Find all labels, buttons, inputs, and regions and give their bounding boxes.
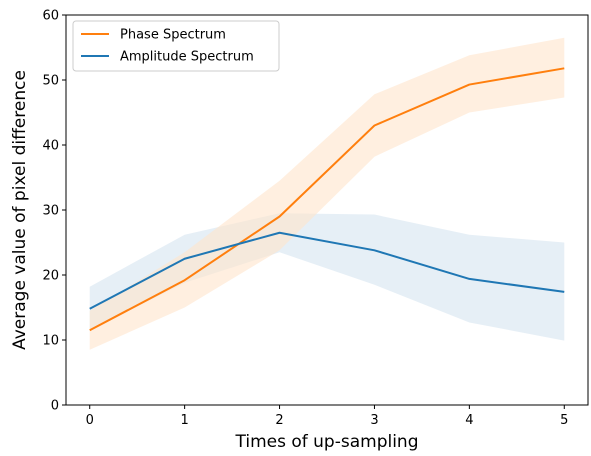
legend: Phase Spectrum Amplitude Spectrum — [72, 20, 280, 72]
x-tick-label: 4 — [465, 413, 473, 428]
legend-label-amplitude-spectrum: Amplitude Spectrum — [120, 50, 254, 65]
x-tick-label: 2 — [275, 413, 283, 428]
band-phase-spectrum — [89, 37, 565, 350]
y-tick-label: 30 — [42, 204, 59, 219]
y-tick-label: 20 — [42, 269, 59, 284]
y-tick-label: 10 — [42, 334, 59, 349]
y-tick-label: 60 — [42, 9, 59, 24]
y-tick-label: 50 — [42, 74, 59, 89]
line-phase-spectrum — [89, 67, 565, 332]
x-tick-label: 3 — [370, 413, 378, 428]
x-tick-label: 5 — [560, 413, 568, 428]
legend-label-phase-spectrum: Phase Spectrum — [120, 28, 226, 43]
y-tick-label: 0 — [51, 399, 59, 414]
x-axis-label: Times of up-sampling — [235, 432, 419, 452]
x-axis-ticks: 0 1 2 3 4 5 — [86, 405, 568, 428]
x-tick-label: 1 — [180, 413, 188, 428]
y-axis-label: Average value of pixel difference — [10, 70, 30, 350]
series-lines — [89, 67, 565, 332]
y-tick-label: 40 — [42, 139, 59, 154]
confidence-bands — [89, 37, 565, 350]
legend-box — [72, 20, 280, 72]
line-amplitude-spectrum — [89, 231, 565, 310]
x-tick-label: 0 — [86, 413, 94, 428]
y-axis-ticks: 0 10 20 30 40 50 60 — [42, 9, 66, 414]
